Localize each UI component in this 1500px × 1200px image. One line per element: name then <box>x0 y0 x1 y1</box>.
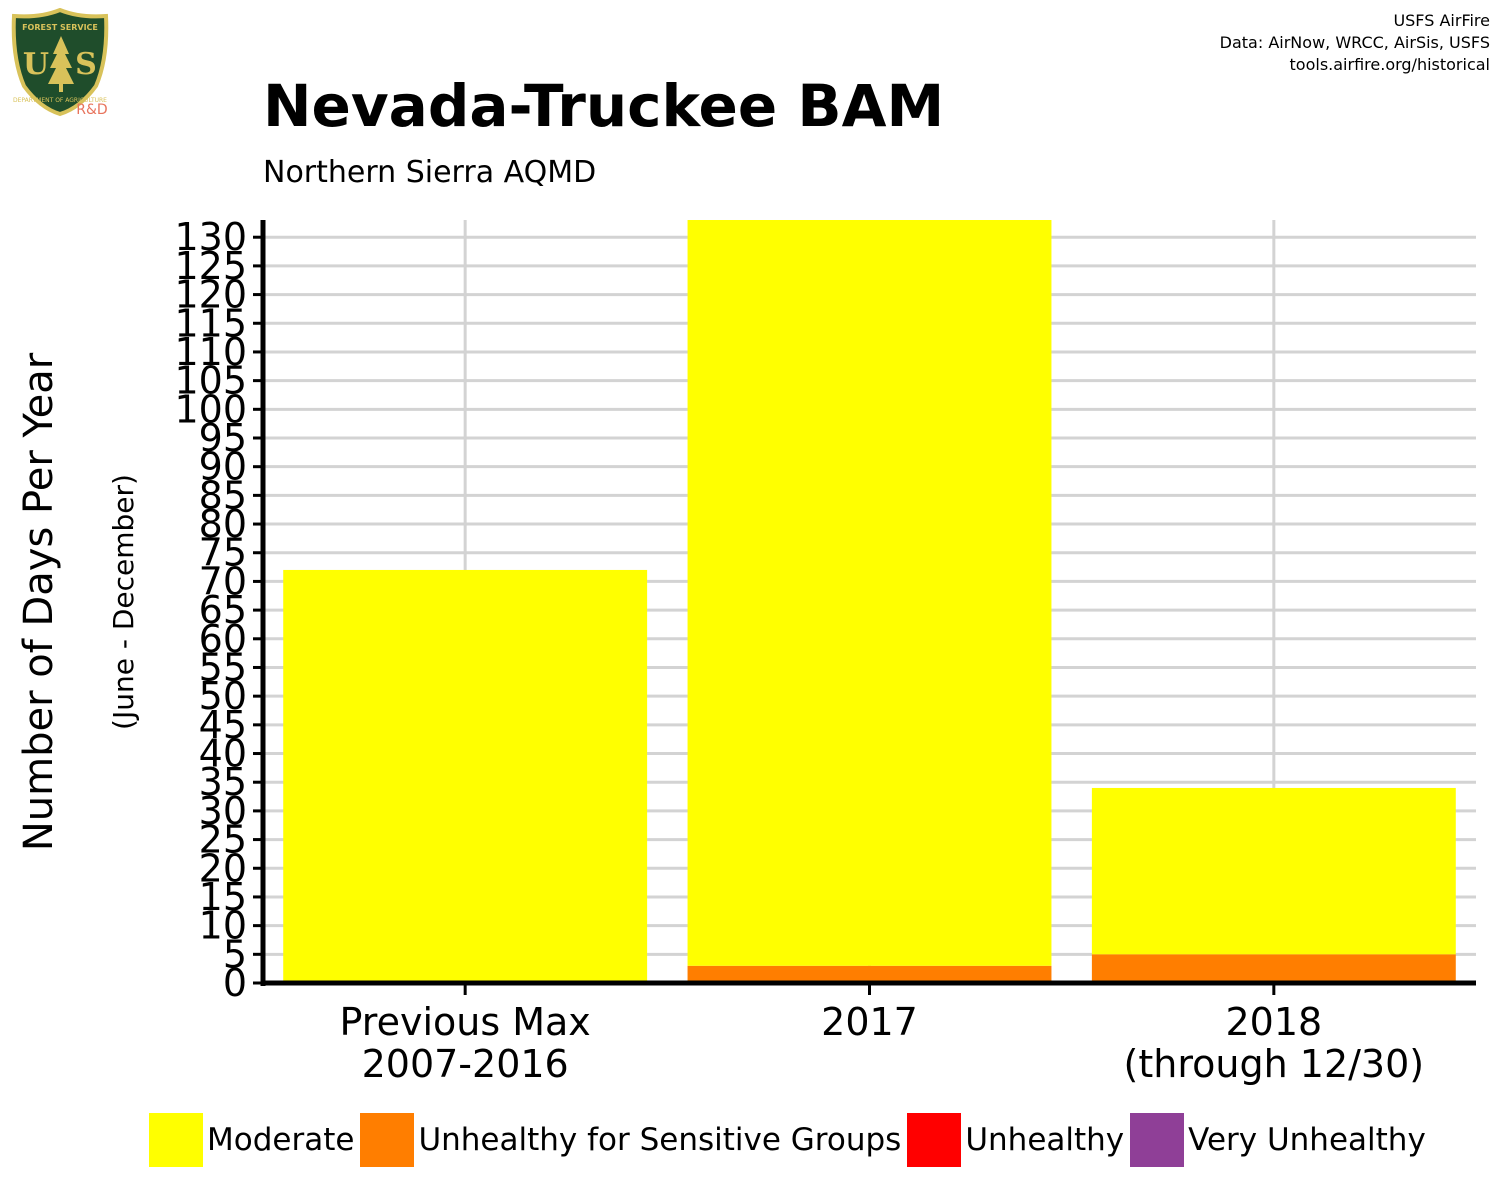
y-tick-label: 125 <box>174 244 247 288</box>
bar-segment <box>1091 954 1456 983</box>
y-tick-label: 95 <box>199 416 247 460</box>
credits: USFS AirFire Data: AirNow, WRCC, AirSis,… <box>1220 10 1490 76</box>
bar-segment <box>687 220 1052 966</box>
bar-segment <box>687 965 1052 983</box>
y-tick-label: 10 <box>199 904 247 948</box>
legend-item: Very Unhealthy <box>1130 1113 1432 1167</box>
y-tick-label: 30 <box>199 789 247 833</box>
y-tick-label: 55 <box>199 645 247 689</box>
logo-mark-s: S <box>75 47 97 82</box>
y-tick-label: 100 <box>174 387 247 431</box>
y-tick-label: 65 <box>199 588 247 632</box>
usfs-logo: FOREST SERVICE U S DEPARTMENT OF AGRICUL… <box>11 8 109 118</box>
y-tick-label: 0 <box>223 961 247 1005</box>
y-tick-label: 120 <box>174 273 247 317</box>
y-tick-label: 25 <box>199 818 247 862</box>
credit-data: Data: AirNow, WRCC, AirSis, USFS <box>1219 33 1490 52</box>
credit-source: USFS AirFire <box>1393 11 1490 30</box>
svg-text:R&D: R&D <box>76 102 107 118</box>
y-tick-label: 20 <box>199 846 247 890</box>
y-tick-label: 35 <box>199 760 247 804</box>
credit-url: tools.airfire.org/historical <box>1289 55 1490 74</box>
chart-title: Nevada-Truckee BAM <box>263 72 945 140</box>
svg-text:FOREST SERVICE: FOREST SERVICE <box>22 23 98 32</box>
legend-item: Moderate <box>149 1113 360 1167</box>
y-tick-label: 75 <box>199 531 247 575</box>
y-tick-label: 110 <box>174 330 247 374</box>
y-tick-label: 60 <box>199 617 247 661</box>
svg-text:DEPARTMENT OF AGRICULTURE: DEPARTMENT OF AGRICULTURE <box>13 97 107 104</box>
y-tick-label: 45 <box>199 703 247 747</box>
y-tick-label: 85 <box>199 473 247 517</box>
y-tick-label: 50 <box>199 674 247 718</box>
x-tick-label: 2017 <box>821 1000 918 1044</box>
y-axis-subtitle: (June - December) <box>107 474 140 730</box>
legend-swatch <box>149 1113 203 1167</box>
legend-label: Unhealthy <box>965 1122 1125 1158</box>
legend-swatch <box>907 1113 962 1167</box>
y-tick-label: 115 <box>174 301 247 345</box>
y-tick-label: 70 <box>199 559 247 603</box>
bar-segment <box>1091 787 1456 955</box>
legend-swatch <box>1130 1113 1185 1167</box>
y-tick-label: 5 <box>223 932 247 976</box>
legend-swatch <box>360 1113 415 1167</box>
x-tick-label: Previous Max 2007-2016 <box>340 1000 591 1086</box>
legend-label: Unhealthy for Sensitive Groups <box>418 1122 902 1158</box>
y-tick-label: 105 <box>174 359 247 403</box>
logo-mark-u: U <box>23 47 49 82</box>
bar-segment <box>283 569 648 983</box>
y-tick-label: 15 <box>199 875 247 919</box>
legend-item: Unhealthy <box>907 1113 1130 1167</box>
y-tick-label: 130 <box>174 215 247 259</box>
y-axis-title: Number of Days Per Year <box>16 352 62 851</box>
x-tick-label: 2018 (through 12/30) <box>1124 1000 1425 1086</box>
chart-subtitle: Northern Sierra AQMD <box>263 155 597 190</box>
legend-item: Unhealthy for Sensitive Groups <box>360 1113 907 1167</box>
y-tick-label: 40 <box>199 732 247 776</box>
legend-label: Moderate <box>207 1122 355 1158</box>
legend: Moderate Unhealthy for Sensitive Groups Un… <box>149 1112 1432 1168</box>
y-tick-label: 80 <box>199 502 247 546</box>
tree-icon <box>48 36 74 92</box>
legend-label: Very Unhealthy <box>1188 1122 1426 1158</box>
y-tick-label: 90 <box>199 445 247 489</box>
